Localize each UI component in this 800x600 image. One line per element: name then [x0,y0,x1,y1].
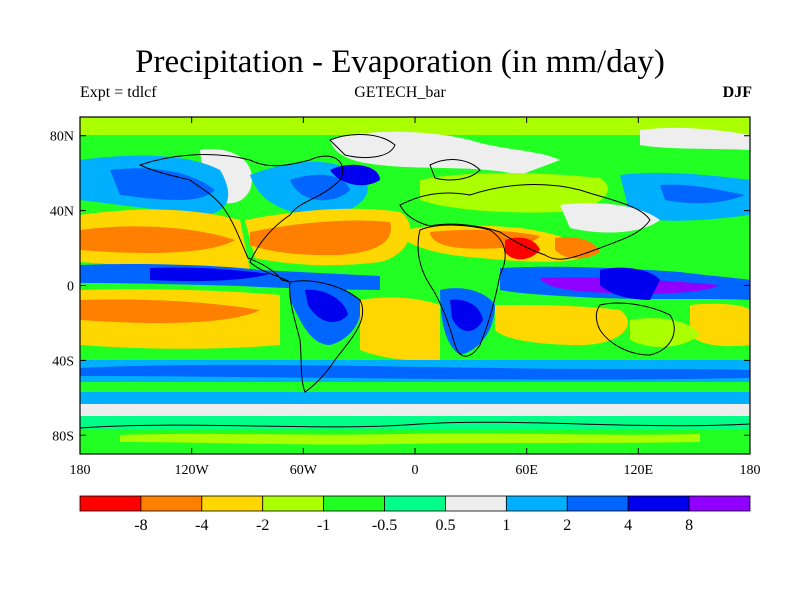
colorbar-label: 0.5 [435,517,455,534]
colorbar-labels: -8 -4 -2 -1 -0.5 0.5 1 2 4 8 [134,517,693,534]
precip-evap-field [80,117,750,454]
colorbar-label: -2 [256,517,269,534]
lon-tick-label: 0 [412,463,419,478]
lon-tick-label: 60W [290,463,318,478]
colorbar-swatch [79,495,142,512]
lat-tick-label: 80S [52,429,74,444]
season-label: DJF [722,84,752,101]
colorbar-swatch [262,495,325,512]
colorbar [79,495,751,512]
colorbar-swatch [384,495,446,512]
colorbar-swatch [627,495,690,512]
lat-tick-label: 80N [50,130,74,145]
coastlines [80,134,750,429]
lon-tick-label: 120E [624,463,654,478]
colorbar-swatch [566,495,629,512]
lat-tick-label: 0 [67,280,74,295]
experiment-label: Expt = tdlcf [80,84,157,101]
lat-tick-label: 40N [50,205,74,220]
colorbar-label: -4 [195,517,208,534]
colorbar-swatch [445,495,507,512]
colorbar-swatch [323,495,385,512]
lon-tick-label: 60E [515,463,538,478]
colorbar-swatch [505,495,568,512]
colorbar-swatch [688,495,751,512]
plot-title: Precipitation - Evaporation (in mm/day) [135,44,665,80]
longitude-axis: 180 120W 60W 0 60E 120E 180 [70,117,761,478]
lon-tick-label: 180 [70,463,91,478]
dataset-label: GETECH_bar [354,84,446,101]
colorbar-label: -1 [317,517,330,534]
colorbar-swatch [201,495,264,512]
lon-tick-label: 120W [175,463,210,478]
colorbar-label: 8 [685,517,693,534]
colorbar-label: -0.5 [372,517,397,534]
colorbar-label: 2 [563,517,571,534]
lat-tick-label: 40S [52,354,74,369]
lon-tick-label: 180 [740,463,761,478]
latitude-axis: 80N 40N 0 40S 80S [50,130,750,444]
colorbar-swatch [140,495,203,512]
colorbar-label: -8 [134,517,147,534]
colorbar-label: 4 [624,517,632,534]
colorbar-label: 1 [502,517,510,534]
